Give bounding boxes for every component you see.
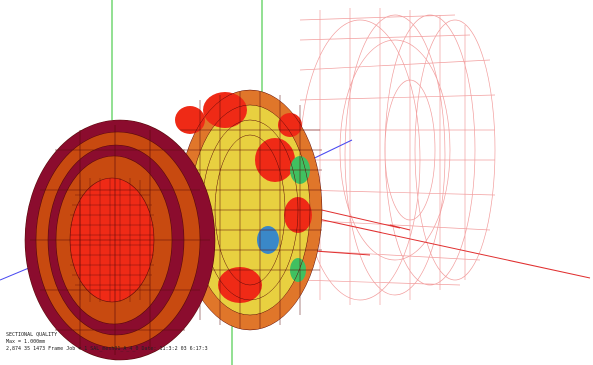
rear-drum bbox=[175, 89, 323, 331]
status-bar: SECTIONAL QUALITY Max = 1.000mm 2,874 35… bbox=[6, 332, 426, 353]
status-line-3: 2,874 35 1473 Frame Job = 1 SAL_mesh01_A… bbox=[6, 346, 208, 352]
status-line-1: SECTIONAL QUALITY bbox=[6, 332, 58, 338]
outer-wireframe bbox=[299, 8, 496, 305]
status-line-2: Max = 1.000mm bbox=[6, 339, 46, 345]
front-flange bbox=[24, 119, 216, 361]
